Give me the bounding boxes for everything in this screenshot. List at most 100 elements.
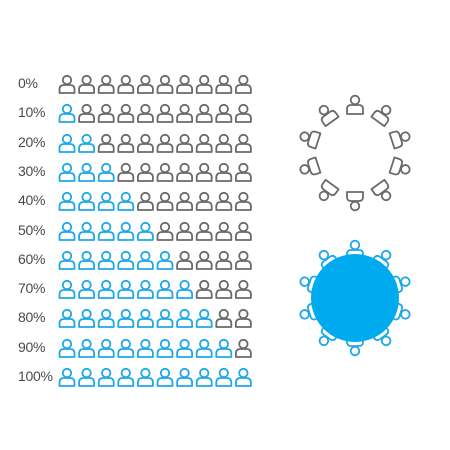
person-icon bbox=[97, 279, 115, 299]
person-icon bbox=[234, 133, 252, 153]
person-icon bbox=[176, 133, 193, 153]
person-icon bbox=[78, 309, 96, 329]
percentage-row: 50% bbox=[0, 217, 270, 247]
full-round-table bbox=[299, 239, 411, 357]
person-icon bbox=[156, 104, 174, 124]
person-icon bbox=[195, 338, 213, 358]
person-icon bbox=[176, 367, 193, 387]
person-icon bbox=[117, 162, 135, 182]
person-icon bbox=[234, 279, 252, 299]
person-icon bbox=[156, 162, 174, 182]
person-icon bbox=[137, 279, 154, 299]
person-icon bbox=[156, 367, 174, 387]
person-icon bbox=[195, 221, 213, 241]
person-icon bbox=[58, 250, 76, 270]
percentage-label: 20% bbox=[18, 133, 46, 150]
percentage-label: 80% bbox=[18, 309, 46, 326]
people-row-icons bbox=[58, 338, 252, 358]
person-icon bbox=[58, 104, 76, 124]
person-icon bbox=[215, 279, 233, 299]
person-icon bbox=[78, 279, 96, 299]
percentage-row: 70% bbox=[0, 275, 270, 305]
person-icon bbox=[97, 367, 115, 387]
person-icon bbox=[234, 104, 252, 124]
percentage-label: 100% bbox=[18, 368, 53, 384]
person-icon bbox=[215, 104, 233, 124]
seated-person-icon bbox=[346, 191, 364, 212]
person-icon bbox=[137, 133, 154, 153]
seated-person-icon bbox=[370, 104, 392, 128]
person-icon bbox=[215, 338, 233, 358]
person-icon bbox=[97, 74, 115, 94]
seated-person-icon bbox=[388, 156, 411, 176]
person-icon bbox=[176, 250, 193, 270]
person-icon bbox=[117, 309, 135, 329]
percentage-row: 60% bbox=[0, 246, 270, 276]
table-top bbox=[311, 254, 399, 342]
person-icon bbox=[234, 74, 252, 94]
person-icon bbox=[156, 221, 174, 241]
seated-person-icon bbox=[370, 178, 392, 202]
person-icon bbox=[137, 367, 154, 387]
person-icon bbox=[117, 133, 135, 153]
person-icon bbox=[176, 192, 193, 212]
person-icon bbox=[97, 104, 115, 124]
percentage-label: 40% bbox=[18, 192, 46, 209]
person-icon bbox=[58, 192, 76, 212]
person-icon bbox=[234, 192, 252, 212]
person-icon bbox=[195, 162, 213, 182]
percentage-row: 90% bbox=[0, 334, 270, 364]
person-icon bbox=[117, 367, 135, 387]
person-icon bbox=[58, 221, 76, 241]
person-icon bbox=[78, 338, 96, 358]
person-icon bbox=[156, 74, 174, 94]
person-icon bbox=[78, 162, 96, 182]
person-icon bbox=[97, 133, 115, 153]
person-icon bbox=[195, 279, 213, 299]
person-icon bbox=[176, 279, 193, 299]
person-icon bbox=[117, 338, 135, 358]
person-icon bbox=[137, 162, 154, 182]
people-row-icons bbox=[58, 250, 252, 270]
person-icon bbox=[234, 221, 252, 241]
person-icon bbox=[97, 162, 115, 182]
percentage-row: 30% bbox=[0, 158, 270, 188]
person-icon bbox=[58, 279, 76, 299]
person-icon bbox=[195, 74, 213, 94]
people-row-icons bbox=[58, 367, 252, 387]
person-icon bbox=[117, 221, 135, 241]
percentage-row: 80% bbox=[0, 304, 270, 334]
seated-person-icon bbox=[318, 104, 340, 128]
person-icon bbox=[195, 367, 213, 387]
person-icon bbox=[156, 250, 174, 270]
person-icon bbox=[117, 192, 135, 212]
person-icon bbox=[58, 367, 76, 387]
percentage-label: 0% bbox=[18, 75, 38, 91]
person-icon bbox=[137, 104, 154, 124]
person-icon bbox=[78, 367, 96, 387]
person-icon bbox=[97, 250, 115, 270]
person-icon bbox=[117, 250, 135, 270]
person-icon bbox=[176, 162, 193, 182]
person-icon bbox=[215, 309, 233, 329]
people-row-icons bbox=[58, 162, 252, 182]
percentage-people-grid: 0% 10% 20% 30% 40% 50% 60% 70% 80% 90% 100% bbox=[0, 74, 270, 387]
person-icon bbox=[156, 279, 174, 299]
person-icon bbox=[176, 104, 193, 124]
person-icon bbox=[234, 250, 252, 270]
percentage-label: 70% bbox=[18, 280, 46, 297]
person-icon bbox=[137, 221, 154, 241]
person-icon bbox=[195, 250, 213, 270]
people-row-icons bbox=[58, 221, 252, 241]
percentage-label: 60% bbox=[18, 250, 46, 267]
percentage-label: 10% bbox=[18, 104, 46, 121]
seated-person-icon bbox=[346, 94, 364, 115]
person-icon bbox=[137, 74, 154, 94]
person-icon bbox=[195, 133, 213, 153]
person-icon bbox=[78, 104, 96, 124]
person-icon bbox=[58, 133, 76, 153]
person-icon bbox=[97, 338, 115, 358]
person-icon bbox=[215, 133, 233, 153]
person-icon bbox=[234, 338, 252, 358]
person-icon bbox=[215, 221, 233, 241]
